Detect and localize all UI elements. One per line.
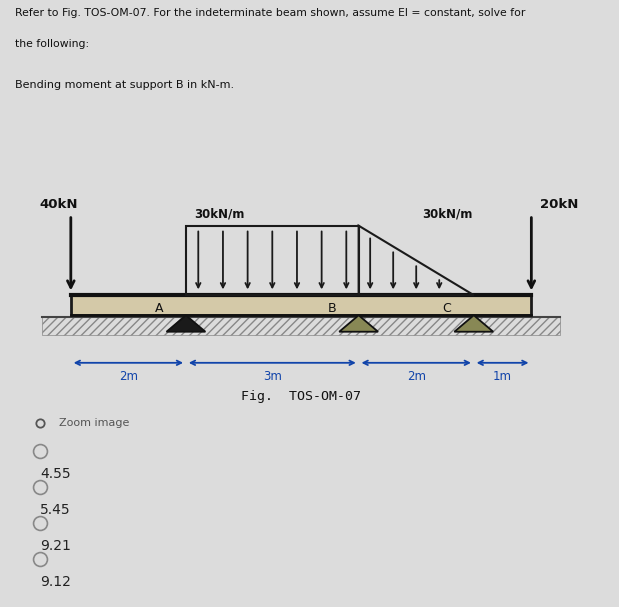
- Text: A: A: [155, 302, 163, 314]
- Text: 30kN/m: 30kN/m: [422, 207, 472, 220]
- Text: 30kN/m: 30kN/m: [194, 207, 245, 220]
- Polygon shape: [454, 315, 493, 332]
- Text: Refer to Fig. TOS-OM-07. For the indeterminate beam shown, assume El = constant,: Refer to Fig. TOS-OM-07. For the indeter…: [15, 8, 526, 18]
- Text: B: B: [327, 302, 336, 314]
- Text: 9.12: 9.12: [40, 575, 71, 589]
- Text: Zoom image: Zoom image: [59, 418, 129, 428]
- Text: 40kN: 40kN: [39, 198, 77, 211]
- Text: 20kN: 20kN: [540, 198, 578, 211]
- Text: 2m: 2m: [119, 370, 138, 383]
- Polygon shape: [167, 315, 206, 332]
- Text: 9.21: 9.21: [40, 539, 71, 553]
- Text: 5.45: 5.45: [40, 503, 71, 517]
- Polygon shape: [339, 315, 378, 332]
- Text: 4.55: 4.55: [40, 467, 71, 481]
- Polygon shape: [71, 295, 531, 315]
- Text: C: C: [443, 302, 451, 314]
- Text: Fig.  TOS-OM-07: Fig. TOS-OM-07: [241, 390, 361, 403]
- Text: Bending moment at support B in kN-m.: Bending moment at support B in kN-m.: [15, 81, 235, 90]
- Text: 3m: 3m: [263, 370, 282, 383]
- Text: 2m: 2m: [407, 370, 426, 383]
- Text: 1m: 1m: [493, 370, 512, 383]
- Text: the following:: the following:: [15, 39, 90, 49]
